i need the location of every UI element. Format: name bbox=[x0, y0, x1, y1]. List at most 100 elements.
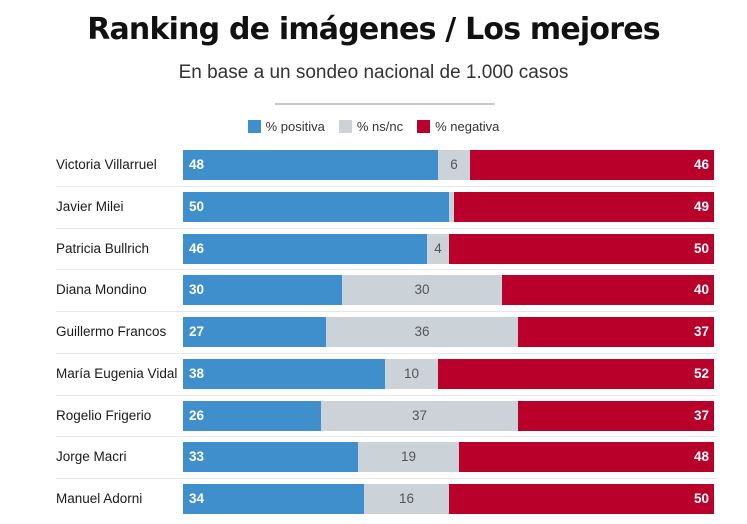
row-separator bbox=[56, 478, 716, 479]
bar-row: María Eugenia Vidal 38 10 52 bbox=[0, 359, 747, 389]
row-separator bbox=[56, 395, 716, 396]
bar-segment-nsnc: 37 bbox=[321, 401, 518, 431]
data-label-negative: 37 bbox=[693, 324, 709, 339]
legend-swatch-nsnc bbox=[338, 120, 352, 133]
legend-label-nsnc: % ns/nc bbox=[356, 119, 404, 134]
bar-segment-positive: 27 bbox=[183, 317, 326, 347]
bar-segment-positive: 33 bbox=[183, 442, 358, 472]
row-separator bbox=[56, 436, 716, 437]
data-label-nsnc: 4 bbox=[434, 241, 442, 256]
bar-segment-nsnc: 36 bbox=[326, 317, 518, 347]
category-label: Patricia Bullrich bbox=[56, 241, 150, 256]
row-separator bbox=[56, 269, 716, 270]
bar-segment-negative: 40 bbox=[502, 275, 714, 305]
stacked-bar: 27 36 37 bbox=[183, 317, 714, 347]
legend-label-positive: % positiva bbox=[265, 119, 325, 134]
bar-segment-positive: 38 bbox=[183, 359, 385, 389]
data-label-negative: 50 bbox=[693, 241, 709, 256]
bar-row: Victoria Villarruel 48 6 46 bbox=[0, 150, 747, 180]
bar-segment-negative: 48 bbox=[459, 442, 714, 472]
bar-segment-nsnc: 10 bbox=[385, 359, 438, 389]
legend-item-positive: % positiva bbox=[247, 119, 325, 134]
data-label-nsnc: 19 bbox=[400, 449, 417, 464]
bar-segment-positive: 46 bbox=[183, 234, 427, 264]
bar-row: Javier Milei 50 49 bbox=[0, 192, 747, 222]
bar-segment-negative: 37 bbox=[518, 317, 714, 347]
bar-segment-negative: 50 bbox=[449, 234, 714, 264]
row-separator bbox=[56, 353, 716, 354]
data-label-positive: 26 bbox=[189, 408, 205, 423]
data-label-nsnc: 16 bbox=[398, 491, 415, 506]
bar-row: Patricia Bullrich 46 4 50 bbox=[0, 234, 747, 264]
data-label-positive: 30 bbox=[189, 282, 205, 297]
category-label: Manuel Adorni bbox=[56, 491, 143, 506]
stacked-bar: 46 4 50 bbox=[183, 234, 714, 264]
data-label-positive: 34 bbox=[189, 491, 205, 506]
data-label-positive: 46 bbox=[189, 241, 205, 256]
data-label-positive: 38 bbox=[189, 366, 205, 381]
bar-segment-nsnc bbox=[449, 192, 454, 222]
bar-segment-positive: 48 bbox=[183, 150, 438, 180]
bar-segment-negative: 50 bbox=[449, 484, 714, 514]
bar-segment-positive: 34 bbox=[183, 484, 364, 514]
chart-title: Ranking de imágenes / Los mejores bbox=[87, 12, 660, 47]
data-label-nsnc: 30 bbox=[414, 282, 430, 297]
data-label-negative: 48 bbox=[693, 449, 709, 464]
bar-row: Diana Mondino 30 30 40 bbox=[0, 275, 747, 305]
bar-segment-positive: 26 bbox=[183, 401, 321, 431]
data-label-negative: 46 bbox=[693, 157, 709, 172]
row-separator bbox=[56, 311, 716, 312]
stacked-bar: 30 30 40 bbox=[183, 275, 714, 305]
data-label-negative: 40 bbox=[693, 282, 709, 297]
legend: % positiva % ns/nc % negativa bbox=[0, 119, 747, 134]
legend-swatch-negative bbox=[417, 120, 431, 133]
category-label: María Eugenia Vidal bbox=[56, 366, 178, 381]
bar-row: Manuel Adorni 34 16 50 bbox=[0, 484, 747, 514]
bar-segment-positive: 30 bbox=[183, 275, 342, 305]
legend-label-negative: % negativa bbox=[435, 119, 500, 134]
bar-segment-negative: 52 bbox=[438, 359, 714, 389]
bar-row: Guillermo Francos 27 36 37 bbox=[0, 317, 747, 347]
data-label-nsnc: 6 bbox=[450, 157, 458, 172]
legend-item-nsnc: % ns/nc bbox=[338, 119, 404, 134]
category-label: Guillermo Francos bbox=[56, 324, 167, 339]
data-label-positive: 50 bbox=[189, 199, 205, 214]
data-label-positive: 48 bbox=[189, 157, 205, 172]
bar-segment-nsnc: 19 bbox=[358, 442, 459, 472]
category-label: Javier Milei bbox=[56, 199, 124, 214]
bar-segment-nsnc: 6 bbox=[438, 150, 470, 180]
bar-segment-positive: 50 bbox=[183, 192, 449, 222]
bar-segment-nsnc: 4 bbox=[427, 234, 449, 264]
category-label: Diana Mondino bbox=[56, 282, 147, 297]
category-label: Jorge Macri bbox=[56, 449, 127, 464]
stacked-bar: 50 49 bbox=[183, 192, 714, 222]
data-label-nsnc: 36 bbox=[414, 324, 430, 339]
bar-segment-negative: 49 bbox=[454, 192, 714, 222]
stacked-bar: 48 6 46 bbox=[183, 150, 714, 180]
data-label-negative: 50 bbox=[693, 491, 709, 506]
bar-segment-nsnc: 30 bbox=[342, 275, 502, 305]
row-separator bbox=[56, 186, 716, 187]
data-label-negative: 37 bbox=[693, 408, 709, 423]
data-label-nsnc: 10 bbox=[403, 366, 420, 381]
title-divider bbox=[275, 103, 495, 105]
category-label: Victoria Villarruel bbox=[56, 157, 157, 172]
data-label-positive: 27 bbox=[189, 324, 205, 339]
stacked-bar: 33 19 48 bbox=[183, 442, 714, 472]
category-label: Rogelio Frigerio bbox=[56, 408, 152, 423]
stacked-bar: 38 10 52 bbox=[183, 359, 714, 389]
data-label-negative: 49 bbox=[693, 199, 709, 214]
chart-subtitle: En base a un sondeo nacional de 1.000 ca… bbox=[178, 62, 569, 83]
row-separator bbox=[56, 228, 716, 229]
bar-row: Rogelio Frigerio 26 37 37 bbox=[0, 401, 747, 431]
bar-row: Jorge Macri 33 19 48 bbox=[0, 442, 747, 472]
legend-item-negative: % negativa bbox=[417, 119, 499, 134]
stacked-bar: 26 37 37 bbox=[183, 401, 714, 431]
bar-segment-negative: 37 bbox=[518, 401, 714, 431]
bar-segment-nsnc: 16 bbox=[364, 484, 449, 514]
bar-segment-negative: 46 bbox=[470, 150, 714, 180]
legend-swatch-positive bbox=[247, 120, 261, 133]
stacked-bar: 34 16 50 bbox=[183, 484, 714, 514]
data-label-positive: 33 bbox=[189, 449, 205, 464]
